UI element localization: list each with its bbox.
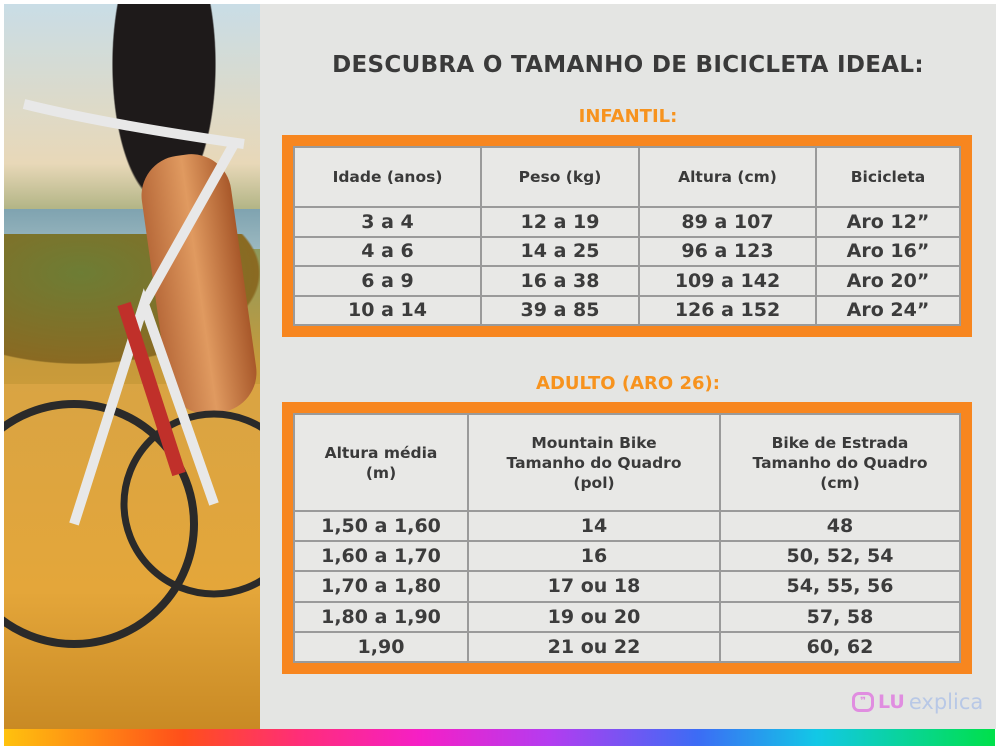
- infantil-heading: INFANTIL:: [578, 106, 678, 127]
- cell: 3 a 4: [293, 206, 482, 238]
- logo-lu: LU: [878, 691, 905, 713]
- cell: 14: [467, 509, 721, 543]
- cell: Aro 16”: [815, 235, 961, 267]
- table-row: 1,50 a 1,60 14 48: [293, 509, 961, 543]
- cell: 1,80 a 1,90: [293, 600, 469, 633]
- table-row: 1,90 21 ou 22 60, 62: [293, 630, 961, 664]
- table-row: 1,80 a 1,90 19 ou 20 57, 58: [293, 600, 961, 633]
- cell: 109 a 142: [638, 265, 817, 297]
- cell: 39 a 85: [480, 294, 640, 326]
- cell: 19 ou 20: [467, 600, 721, 633]
- cell: Aro 20”: [815, 265, 961, 297]
- column-header: Bike de Estrada Tamanho do Quadro (cm): [719, 413, 961, 512]
- cell: 60, 62: [719, 630, 961, 664]
- table-row: 6 a 9 16 a 38 109 a 142 Aro 20”: [293, 265, 961, 297]
- cell: 57, 58: [719, 600, 961, 633]
- infantil-table: Idade (anos) Peso (kg) Altura (cm) Bicic…: [293, 146, 961, 326]
- cell: 1,50 a 1,60: [293, 509, 469, 543]
- cell: 16 a 38: [480, 265, 640, 297]
- column-header: Altura média (m): [293, 413, 469, 512]
- column-header: Peso (kg): [480, 146, 640, 208]
- cell: 96 a 123: [638, 235, 817, 267]
- cell: 89 a 107: [638, 206, 817, 238]
- cell: 4 a 6: [293, 235, 482, 267]
- cell: Aro 24”: [815, 294, 961, 326]
- cell: 17 ou 18: [467, 570, 721, 603]
- cell: 12 a 19: [480, 206, 640, 238]
- cell: 14 a 25: [480, 235, 640, 267]
- cell: 16: [467, 540, 721, 573]
- infantil-table-frame: Idade (anos) Peso (kg) Altura (cm) Bicic…: [282, 135, 972, 337]
- cell: 1,60 a 1,70: [293, 540, 469, 573]
- speech-bubble-icon: ❞: [852, 692, 874, 712]
- cell: Aro 12”: [815, 206, 961, 238]
- table-row: 4 a 6 14 a 25 96 a 123 Aro 16”: [293, 235, 961, 267]
- table-row: 3 a 4 12 a 19 89 a 107 Aro 12”: [293, 206, 961, 238]
- column-header: Mountain Bike Tamanho do Quadro (pol): [467, 413, 721, 512]
- cell: 50, 52, 54: [719, 540, 961, 573]
- bicycle-illustration: [4, 99, 260, 648]
- rainbow-bar: [4, 729, 995, 746]
- lu-explica-logo: ❞ LU explica: [852, 690, 983, 714]
- column-header: Idade (anos): [293, 146, 482, 208]
- adulto-table-frame: Altura média (m) Mountain Bike Tamanho do …: [282, 402, 972, 674]
- cell: 48: [719, 509, 961, 543]
- column-header: Altura (cm): [638, 146, 817, 208]
- cell: 6 a 9: [293, 265, 482, 297]
- cell: 10 a 14: [293, 294, 482, 326]
- page-title: DESCUBRA O TAMANHO DE BICICLETA IDEAL:: [332, 52, 924, 78]
- table-row: 1,70 a 1,80 17 ou 18 54, 55, 56: [293, 570, 961, 603]
- table-row: 10 a 14 39 a 85 126 a 152 Aro 24”: [293, 294, 961, 326]
- cell: 21 ou 22: [467, 630, 721, 664]
- cell: 126 a 152: [638, 294, 817, 326]
- cyclist-photo: [4, 4, 260, 729]
- adulto-table: Altura média (m) Mountain Bike Tamanho do …: [293, 413, 961, 664]
- adulto-heading: ADULTO (ARO 26):: [536, 373, 720, 394]
- logo-explica: explica: [908, 690, 984, 714]
- column-header: Bicicleta: [815, 146, 961, 208]
- cell: 1,70 a 1,80: [293, 570, 469, 603]
- cell: 1,90: [293, 630, 469, 664]
- table-row: 1,60 a 1,70 16 50, 52, 54: [293, 540, 961, 573]
- cell: 54, 55, 56: [719, 570, 961, 603]
